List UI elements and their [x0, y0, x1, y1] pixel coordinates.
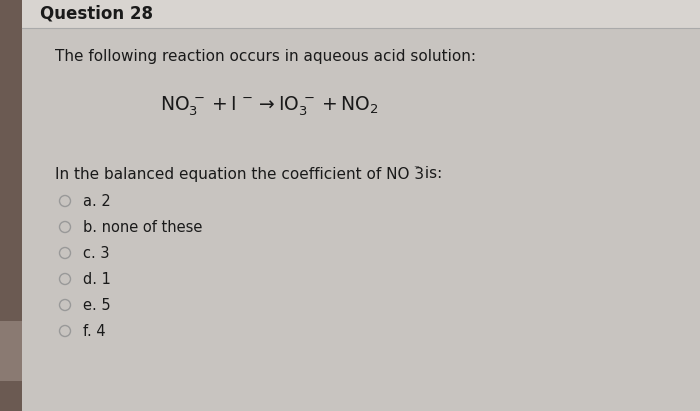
Bar — [0, 0, 22, 411]
Text: is:: is: — [420, 166, 442, 182]
Text: ⁻: ⁻ — [413, 164, 419, 174]
Bar — [22, 0, 700, 28]
Text: In the balanced equation the coefficient of NO 3: In the balanced equation the coefficient… — [55, 166, 424, 182]
Text: d. 1: d. 1 — [83, 272, 111, 286]
Text: c. 3: c. 3 — [83, 245, 109, 261]
Text: f. 4: f. 4 — [83, 323, 106, 339]
Text: $\mathregular{NO_3^{\,-} + I^{\,-} \rightarrow IO_3^{\,-} + NO_2}$: $\mathregular{NO_3^{\,-} + I^{\,-} \righ… — [160, 94, 379, 118]
Bar — [0, 321, 22, 381]
Text: e. 5: e. 5 — [83, 298, 111, 312]
Text: b. none of these: b. none of these — [83, 219, 202, 235]
Text: Question 28: Question 28 — [40, 5, 153, 23]
Text: a. 2: a. 2 — [83, 194, 111, 208]
Text: The following reaction occurs in aqueous acid solution:: The following reaction occurs in aqueous… — [55, 48, 476, 64]
